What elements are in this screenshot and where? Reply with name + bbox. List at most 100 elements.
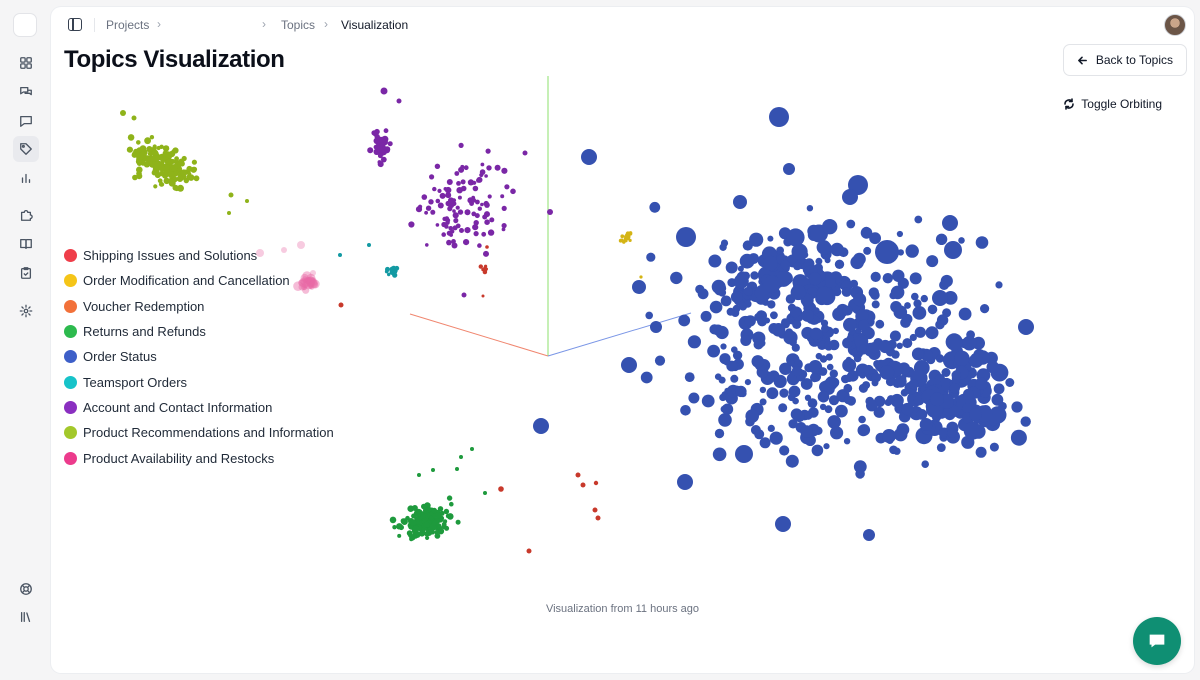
point-order-status[interactable] bbox=[809, 327, 823, 340]
point-product-availability[interactable] bbox=[304, 277, 312, 285]
breadcrumb-projects[interactable]: Projects bbox=[106, 18, 150, 32]
point-order-status[interactable] bbox=[677, 474, 693, 490]
point-order-status[interactable] bbox=[927, 304, 938, 315]
point-order-status[interactable] bbox=[889, 445, 898, 455]
point-order-status[interactable] bbox=[846, 219, 856, 229]
point-product-availability[interactable] bbox=[309, 284, 315, 290]
point-account-contact[interactable] bbox=[383, 128, 389, 134]
point-order-status[interactable] bbox=[962, 403, 973, 413]
point-account-contact[interactable] bbox=[484, 219, 490, 225]
point-order-status[interactable] bbox=[800, 378, 813, 390]
point-order-status[interactable] bbox=[783, 330, 798, 345]
point-order-status[interactable] bbox=[853, 354, 862, 363]
point-product-info[interactable] bbox=[186, 165, 193, 172]
point-account-contact[interactable] bbox=[464, 227, 471, 234]
point-order-status[interactable] bbox=[767, 300, 776, 309]
point-shipping[interactable] bbox=[575, 472, 581, 478]
point-product-availability[interactable] bbox=[305, 280, 311, 287]
point-returns[interactable] bbox=[455, 467, 459, 471]
point-returns[interactable] bbox=[444, 525, 450, 531]
point-returns[interactable] bbox=[405, 515, 410, 521]
point-order-status[interactable] bbox=[855, 309, 869, 323]
conversations-icon[interactable] bbox=[13, 79, 39, 105]
tag-icon[interactable] bbox=[13, 136, 39, 162]
point-account-contact[interactable] bbox=[421, 194, 428, 200]
point-account-contact[interactable] bbox=[446, 239, 452, 246]
point-account-contact[interactable] bbox=[458, 142, 464, 148]
point-account-contact[interactable] bbox=[450, 229, 455, 234]
point-account-contact[interactable] bbox=[464, 209, 471, 216]
point-order-status[interactable] bbox=[963, 421, 982, 440]
point-account-contact[interactable] bbox=[522, 150, 528, 156]
point-order-status[interactable] bbox=[1020, 416, 1031, 427]
point-order-status[interactable] bbox=[816, 240, 831, 255]
point-account-contact[interactable] bbox=[472, 180, 477, 185]
point-order-status[interactable] bbox=[940, 274, 953, 288]
point-order-status[interactable] bbox=[853, 292, 867, 307]
point-order-status[interactable] bbox=[962, 335, 977, 351]
point-shipping[interactable] bbox=[595, 515, 601, 521]
point-order-status[interactable] bbox=[842, 189, 858, 205]
point-order-status[interactable] bbox=[745, 409, 759, 423]
topics-scatter-plot[interactable] bbox=[51, 7, 1194, 673]
point-returns[interactable] bbox=[459, 455, 463, 459]
point-order-status[interactable] bbox=[958, 307, 972, 321]
point-order-status[interactable] bbox=[908, 379, 919, 390]
point-order-status[interactable] bbox=[670, 271, 683, 285]
point-order-status[interactable] bbox=[771, 323, 786, 337]
point-order-status[interactable] bbox=[914, 349, 925, 359]
point-order-status[interactable] bbox=[893, 305, 908, 320]
point-product-availability[interactable] bbox=[307, 281, 313, 287]
puzzle-icon[interactable] bbox=[13, 202, 39, 228]
point-order-status[interactable] bbox=[769, 431, 783, 445]
help-icon[interactable] bbox=[13, 576, 39, 602]
point-account-contact[interactable] bbox=[425, 205, 432, 211]
point-product-info[interactable] bbox=[227, 211, 231, 215]
point-order-status[interactable] bbox=[790, 284, 806, 301]
point-order-status[interactable] bbox=[941, 368, 951, 377]
point-product-availability[interactable] bbox=[298, 283, 306, 291]
point-returns[interactable] bbox=[437, 506, 444, 512]
point-order-status[interactable] bbox=[823, 443, 830, 450]
point-order-status[interactable] bbox=[935, 233, 948, 245]
book-icon[interactable] bbox=[13, 231, 39, 257]
point-account-contact[interactable] bbox=[451, 239, 456, 244]
point-order-status[interactable] bbox=[824, 405, 833, 414]
chart-icon[interactable] bbox=[13, 165, 39, 191]
point-order-status[interactable] bbox=[715, 325, 729, 340]
point-order-modification[interactable] bbox=[625, 235, 631, 241]
point-account-contact[interactable] bbox=[471, 197, 477, 203]
point-teamsport[interactable] bbox=[367, 243, 371, 247]
point-returns[interactable] bbox=[398, 524, 404, 531]
legend-item[interactable]: Teamsport Orders bbox=[64, 369, 334, 394]
point-account-contact[interactable] bbox=[445, 200, 452, 207]
point-account-contact[interactable] bbox=[441, 232, 447, 237]
point-product-info[interactable] bbox=[136, 170, 142, 177]
point-product-info[interactable] bbox=[151, 150, 158, 156]
point-order-status[interactable] bbox=[788, 419, 798, 429]
point-order-status[interactable] bbox=[738, 302, 748, 311]
point-product-availability[interactable] bbox=[310, 281, 316, 287]
point-returns[interactable] bbox=[411, 505, 418, 511]
point-order-status[interactable] bbox=[688, 392, 700, 404]
point-returns[interactable] bbox=[483, 491, 487, 495]
point-account-contact[interactable] bbox=[474, 213, 480, 219]
point-product-info[interactable] bbox=[132, 174, 138, 181]
point-product-info[interactable] bbox=[180, 169, 188, 177]
point-product-availability[interactable] bbox=[299, 277, 307, 285]
point-order-status[interactable] bbox=[989, 406, 1007, 424]
point-order-status[interactable] bbox=[826, 363, 834, 371]
point-order-status[interactable] bbox=[813, 307, 820, 314]
point-order-status[interactable] bbox=[849, 279, 859, 289]
point-shipping[interactable] bbox=[483, 268, 488, 273]
point-product-info[interactable] bbox=[147, 151, 152, 156]
point-order-status[interactable] bbox=[697, 288, 709, 300]
point-order-status[interactable] bbox=[920, 294, 928, 303]
point-account-contact[interactable] bbox=[500, 194, 505, 199]
point-order-status[interactable] bbox=[790, 307, 801, 318]
point-account-contact[interactable] bbox=[501, 223, 507, 229]
point-order-status[interactable] bbox=[804, 394, 812, 401]
point-product-info[interactable] bbox=[187, 171, 192, 176]
point-order-status[interactable] bbox=[914, 215, 923, 224]
point-order-status[interactable] bbox=[841, 287, 852, 297]
